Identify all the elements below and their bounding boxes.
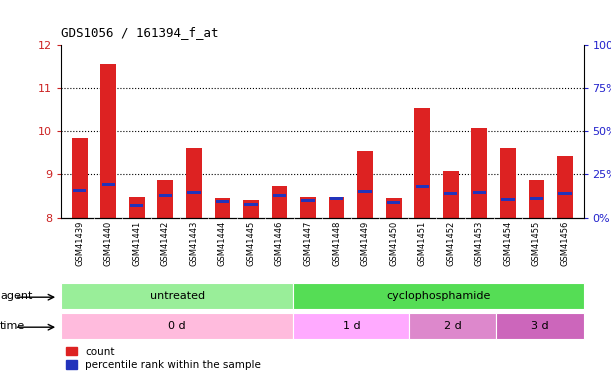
Text: GSM41442: GSM41442: [161, 220, 170, 266]
Text: time: time: [0, 321, 25, 331]
Bar: [130, 204, 144, 207]
Text: agent: agent: [0, 291, 32, 301]
Bar: [415, 185, 429, 188]
Bar: [496, 313, 584, 339]
Bar: [273, 194, 286, 198]
Bar: [186, 148, 202, 217]
Bar: [243, 200, 259, 217]
Bar: [129, 197, 145, 217]
Text: GSM41446: GSM41446: [275, 220, 284, 266]
Text: GSM41449: GSM41449: [360, 220, 370, 266]
Bar: [414, 108, 430, 218]
Bar: [409, 313, 496, 339]
Bar: [557, 156, 573, 218]
Bar: [301, 199, 315, 202]
Bar: [530, 196, 543, 200]
Bar: [216, 200, 229, 203]
Bar: [329, 197, 345, 217]
Bar: [244, 203, 258, 206]
Bar: [293, 313, 409, 339]
Text: GSM41450: GSM41450: [389, 220, 398, 266]
Text: GSM41444: GSM41444: [218, 220, 227, 266]
Bar: [386, 198, 401, 217]
Text: GSM41454: GSM41454: [503, 220, 513, 266]
Bar: [72, 138, 87, 218]
Text: GSM41453: GSM41453: [475, 220, 484, 266]
Bar: [501, 198, 514, 201]
Bar: [387, 201, 400, 204]
Bar: [61, 283, 293, 309]
Bar: [500, 148, 516, 217]
Bar: [300, 197, 316, 217]
Text: GSM41440: GSM41440: [104, 220, 112, 266]
Text: GSM41445: GSM41445: [246, 220, 255, 266]
Bar: [159, 194, 172, 196]
Text: cyclophosphamide: cyclophosphamide: [386, 291, 491, 301]
Bar: [272, 186, 287, 218]
Text: GSM41443: GSM41443: [189, 220, 199, 266]
Text: GSM41455: GSM41455: [532, 220, 541, 266]
Text: GSM41452: GSM41452: [446, 220, 455, 266]
Bar: [73, 189, 86, 192]
Bar: [444, 192, 458, 195]
Text: untreated: untreated: [150, 291, 205, 301]
Bar: [472, 128, 487, 218]
Text: 1 d: 1 d: [343, 321, 360, 331]
Text: GSM41441: GSM41441: [132, 220, 141, 266]
Bar: [357, 151, 373, 217]
Text: GSM41456: GSM41456: [560, 220, 569, 266]
Bar: [158, 180, 173, 218]
Bar: [330, 198, 343, 201]
Legend: count, percentile rank within the sample: count, percentile rank within the sample: [67, 346, 261, 370]
Text: 3 d: 3 d: [531, 321, 549, 331]
Bar: [100, 64, 116, 218]
Text: GSM41448: GSM41448: [332, 220, 341, 266]
Text: GDS1056 / 161394_f_at: GDS1056 / 161394_f_at: [61, 26, 219, 39]
Bar: [359, 190, 372, 193]
Text: GSM41451: GSM41451: [418, 220, 426, 266]
Bar: [187, 191, 200, 194]
Text: GSM41447: GSM41447: [304, 220, 313, 266]
Bar: [558, 192, 572, 195]
Bar: [473, 191, 486, 194]
Bar: [214, 198, 230, 217]
Text: 0 d: 0 d: [169, 321, 186, 331]
Text: GSM41439: GSM41439: [75, 220, 84, 266]
Bar: [293, 283, 584, 309]
Bar: [101, 183, 115, 186]
Bar: [443, 171, 459, 217]
Bar: [529, 180, 544, 218]
Bar: [61, 313, 293, 339]
Text: 2 d: 2 d: [444, 321, 462, 331]
